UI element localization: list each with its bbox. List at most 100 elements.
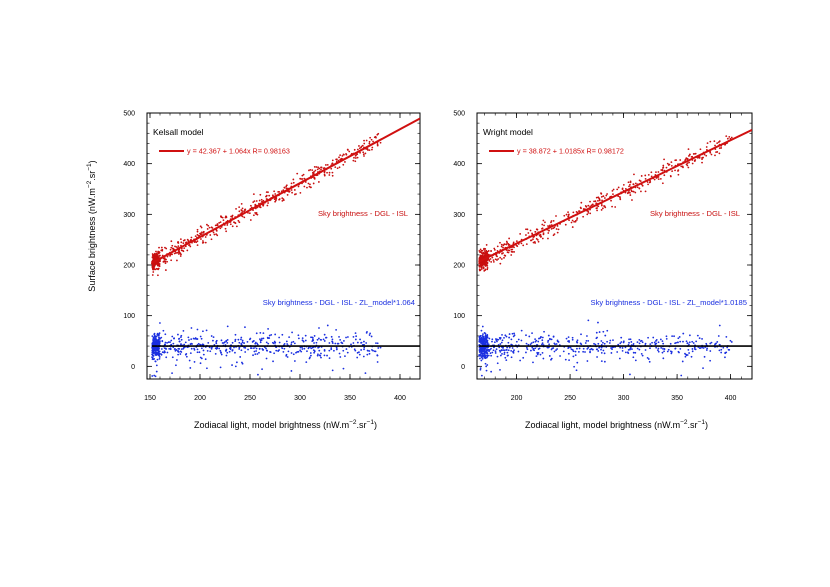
red-point (151, 274, 154, 276)
blue-point (328, 342, 331, 344)
blue-point (594, 343, 597, 346)
red-point (179, 238, 182, 241)
red-point (493, 247, 496, 250)
blue-point (483, 332, 486, 334)
red-point (606, 193, 609, 195)
blue-point (481, 334, 484, 337)
blue-point (252, 340, 255, 342)
red-point (594, 200, 597, 203)
blue-point (310, 347, 313, 350)
blue-point (192, 337, 195, 340)
red-point (478, 250, 481, 252)
red-point (488, 258, 490, 261)
red-point (210, 238, 213, 241)
blue-point (166, 351, 169, 354)
red-point (352, 159, 355, 162)
red-point (218, 221, 221, 224)
red-point (541, 237, 544, 240)
blue-point (301, 348, 304, 350)
red-point (508, 249, 511, 252)
blue-point (290, 341, 293, 344)
red-point (553, 233, 556, 236)
blue-point (317, 337, 320, 340)
blue-point (277, 350, 280, 352)
red-point (330, 167, 333, 170)
blue-point (674, 347, 677, 350)
blue-point (502, 347, 504, 349)
blue-point (505, 349, 508, 351)
blue-point (179, 353, 182, 355)
red-point (522, 244, 525, 247)
red-point (478, 268, 481, 271)
blue-point (197, 342, 200, 345)
blue-point (506, 354, 509, 357)
blue-point (292, 340, 295, 343)
blue-point (154, 360, 157, 363)
fit-equation: y = 38.872 + 1.0185x R= 0.98172 (517, 147, 624, 156)
red-point (686, 162, 689, 164)
blue-point (716, 341, 719, 343)
red-point (550, 220, 553, 222)
blue-point (482, 339, 484, 342)
plot-frame (476, 112, 753, 380)
blue-point (480, 356, 483, 358)
blue-point (491, 338, 494, 341)
red-point (373, 136, 376, 139)
red-point (342, 153, 345, 156)
red-point (256, 213, 259, 216)
red-point (312, 182, 315, 185)
blue-point (657, 350, 660, 353)
blue-point (319, 338, 322, 341)
red-point (301, 178, 304, 180)
blue-point (167, 341, 170, 344)
red-point (574, 219, 577, 222)
blue-point (670, 352, 673, 355)
red-point (577, 210, 580, 213)
blue-point (657, 341, 660, 344)
red-point (154, 256, 157, 259)
blue-point (511, 332, 514, 335)
blue-point (363, 346, 366, 349)
blue-point (576, 341, 579, 344)
blue-point (676, 341, 679, 344)
red-point (299, 177, 302, 180)
blue-point (174, 349, 177, 352)
blue-point (589, 351, 591, 354)
blue-point (200, 347, 203, 350)
red-point (694, 153, 696, 155)
red-point (680, 165, 683, 168)
data-layer (478, 129, 752, 377)
blue-point (606, 340, 609, 343)
blue-point (225, 339, 228, 342)
blue-point (530, 342, 533, 344)
blue-point (663, 350, 665, 353)
red-point (309, 169, 312, 171)
blue-point (189, 367, 192, 369)
red-point (359, 151, 361, 154)
blue-point (210, 347, 213, 350)
blue-point (586, 348, 589, 350)
blue-point (483, 342, 485, 345)
blue-point (199, 335, 202, 338)
y-tick-label: 400 (123, 161, 135, 168)
blue-point (309, 356, 311, 359)
blue-point (486, 354, 489, 357)
blue-point (373, 350, 376, 353)
blue-point (297, 337, 300, 340)
red-point (153, 266, 155, 269)
blue-point (495, 348, 498, 351)
blue-point (231, 349, 234, 351)
blue-point (698, 337, 701, 340)
red-point (193, 241, 196, 244)
red-point (480, 257, 483, 260)
y-tick-label: 400 (453, 161, 465, 168)
red-point (663, 174, 666, 177)
red-point (668, 163, 671, 166)
blue-point (621, 350, 624, 352)
blue-point (248, 338, 251, 341)
red-point (362, 151, 365, 154)
blue-point (295, 351, 297, 354)
blue-point (175, 364, 177, 367)
red-point (208, 226, 211, 229)
blue-point (251, 341, 254, 343)
